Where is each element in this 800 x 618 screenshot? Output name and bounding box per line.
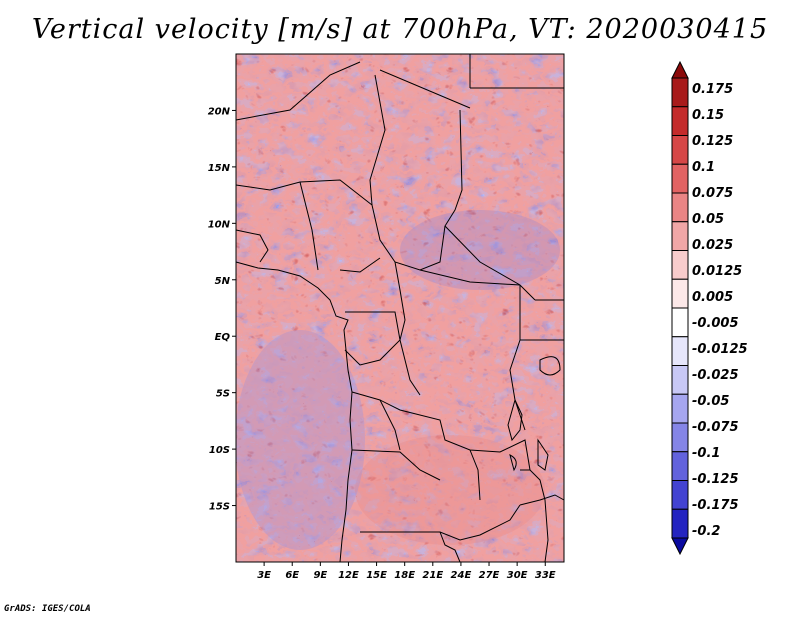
lat-tick-label: 5S [216,389,230,400]
lat-tick-label: 10N [208,219,231,230]
lon-tick-label: 30E [507,570,528,581]
lon-tick-label: 12E [338,570,359,581]
colorbar-swatch [671,422,689,453]
colorbar-label: -0.005 [692,316,739,331]
colorbar-swatch [671,307,689,338]
colorbar-swatch [671,106,689,136]
lon-tick-label: 9E [313,570,327,581]
colorbar-label: 0.05 [692,212,724,227]
lon-tick-label: 27E [479,570,500,581]
latitude-axis: 20N 15N 10N 5N EQ 5S 10S 15S [208,106,236,513]
colorbar-label: -0.125 [692,472,739,487]
grads-credit: GrADS: IGES/COLA [4,604,91,614]
colorbar-label: 0.005 [692,290,733,305]
colorbar-label: -0.1 [692,446,720,461]
colorbar-swatch [671,480,689,510]
lat-tick-label: 15N [208,163,231,174]
lon-tick-label: 18E [394,570,415,581]
colorbar-label: 0.1 [692,160,715,175]
lat-tick-label: EQ [215,332,231,343]
colorbar-swatch [671,365,689,395]
colorbar-top-arrow [671,60,689,79]
colorbar-swatch [671,77,689,108]
lon-tick-label: 15E [366,570,387,581]
lon-tick-label: 33E [535,570,556,581]
lon-tick-label: 21E [422,570,443,581]
colorbar-label: -0.05 [692,394,729,409]
map-title: Vertical velocity [m/s] at 700hPa, VT: 2… [31,14,769,45]
colorbar-label: 0.075 [692,186,733,201]
map-frame [235,53,565,563]
colorbar-label: -0.2 [692,524,720,539]
colorbar-label: -0.075 [692,420,739,435]
colorbar-label: -0.0125 [692,342,748,357]
colorbar-swatch [671,221,689,251]
colorbar-label: 0.125 [692,134,733,149]
colorbar-swatch [671,250,689,280]
lat-tick-label: 5N [215,276,231,287]
colorbar-label: 0.0125 [692,264,742,279]
colorbar-swatch [671,192,689,223]
colorbar-swatch [671,135,689,165]
colorbar-swatch [671,451,689,481]
colorbar-label: 0.175 [692,82,733,97]
colorbar-swatch [671,508,689,539]
colorbar-swatch [671,278,689,309]
lon-tick-label: 3E [257,570,271,581]
lon-tick-label: 24E [451,570,472,581]
longitude-axis: 3E 6E 9E 12E 15E 18E 21E 24E 27E 30E 33E [257,562,556,581]
lat-tick-label: 20N [208,106,231,117]
colorbar-label: -0.025 [692,368,739,383]
country-borders [235,54,565,563]
lat-tick-label: 15S [209,502,230,513]
colorbar-swatch [671,336,689,366]
colorbar-bottom-arrow [671,537,689,556]
lon-tick-label: 6E [285,570,299,581]
colorbar-label: 0.025 [692,238,733,253]
lat-tick-label: 10S [209,445,230,456]
colorbar-swatch [671,163,689,194]
velocity-field [236,54,564,562]
colorbar-swatch [671,393,689,424]
colorbar-label: 0.15 [692,108,724,123]
colorbar-label: -0.175 [692,498,739,513]
